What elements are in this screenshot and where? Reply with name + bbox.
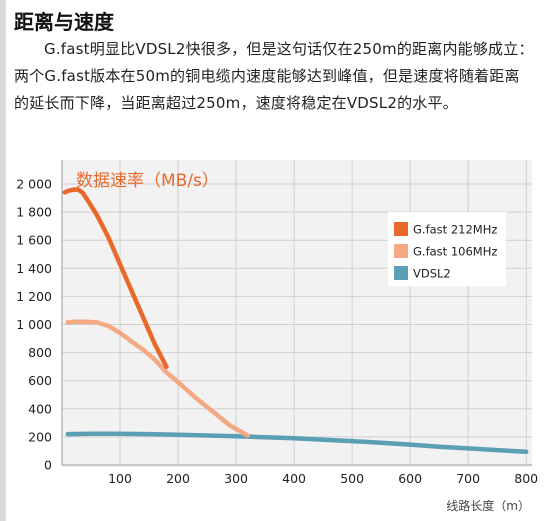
series-line [65, 431, 529, 454]
x-tick-label: 300 [224, 471, 248, 486]
series-line [65, 319, 250, 438]
x-tick-label: 100 [108, 471, 132, 486]
y-tick-label: 600 [28, 373, 52, 388]
y-tick-label: 1 600 [16, 233, 52, 248]
x-tick-label: 400 [282, 471, 306, 486]
y-tick-label: 1 200 [16, 289, 52, 304]
y-tick-label: 2 000 [16, 177, 52, 192]
section-title: 距离与速度 [14, 10, 114, 34]
legend-label: G.fast 106MHz [413, 245, 497, 259]
x-tick-label: 600 [398, 471, 422, 486]
x-tick-label: 800 [514, 471, 538, 486]
x-tick-label: 700 [456, 471, 480, 486]
legend-label: G.fast 212MHz [413, 223, 497, 237]
legend-swatch [394, 266, 408, 280]
line-chart: 0 200 400 600 800 1 000 1 200 1 400 1 600 1 800 2 … [16, 160, 538, 486]
legend-swatch [394, 222, 408, 236]
series-line [62, 187, 169, 369]
x-axis-label: 线路长度（m） [446, 499, 530, 513]
y-tick-label: 800 [28, 345, 52, 360]
plot-background [62, 160, 532, 467]
x-axis-ticks: 100 200 300 400 500 600 700 800 [108, 471, 538, 486]
x-tick-label: 200 [166, 471, 190, 486]
chart-title: 数据速率（MB/s） [76, 171, 219, 191]
axes [61, 160, 532, 466]
y-tick-label: 200 [28, 429, 52, 444]
y-axis-ticks: 0 200 400 600 800 1 000 1 200 1 400 1 600 1 800 2 … [16, 177, 52, 473]
x-tick-label: 500 [340, 471, 364, 486]
legend-swatch [394, 244, 408, 258]
y-tick-label: 0 [44, 458, 52, 473]
y-tick-label: 400 [28, 401, 52, 416]
series-lines [62, 187, 529, 454]
legend-label: VDSL2 [413, 267, 451, 281]
y-tick-label: 1 000 [16, 317, 52, 332]
legend: G.fast 212MHz G.fast 106MHz VDSL2 [388, 212, 506, 286]
body-paragraph: G.fast明显比VDSL2快很多，但是这句话仅在250m的距离内能够成立：两个… [14, 40, 534, 112]
y-tick-label: 1 800 [16, 205, 52, 220]
grid-lines [62, 160, 532, 465]
y-tick-label: 1 400 [16, 261, 52, 276]
left-accent-bar [0, 0, 6, 521]
